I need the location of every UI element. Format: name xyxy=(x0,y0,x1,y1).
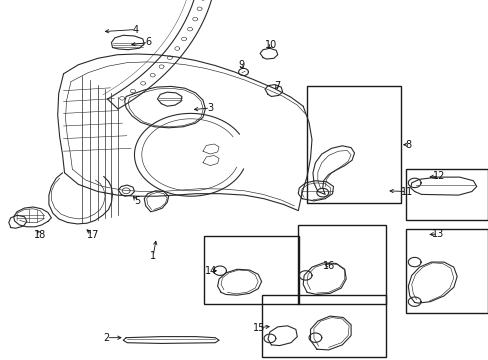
Bar xyxy=(298,225,386,304)
Bar xyxy=(405,229,487,313)
Text: 14: 14 xyxy=(204,266,217,276)
Text: 17: 17 xyxy=(86,230,99,240)
Text: 18: 18 xyxy=(34,230,46,240)
Text: 3: 3 xyxy=(207,103,213,113)
Text: 15: 15 xyxy=(252,323,265,333)
Text: 5: 5 xyxy=(134,196,140,206)
Text: 12: 12 xyxy=(432,171,445,181)
Text: 10: 10 xyxy=(264,40,277,50)
Text: 9: 9 xyxy=(238,60,244,70)
Text: 16: 16 xyxy=(322,261,334,271)
Text: 2: 2 xyxy=(103,333,109,343)
Text: 13: 13 xyxy=(431,229,444,239)
Bar xyxy=(204,236,299,304)
Text: 4: 4 xyxy=(133,24,139,35)
Bar xyxy=(306,86,400,203)
Bar xyxy=(405,169,487,220)
Text: 6: 6 xyxy=(145,37,151,48)
Text: 11: 11 xyxy=(400,186,412,197)
Text: 7: 7 xyxy=(274,81,280,91)
Bar xyxy=(261,295,386,357)
Text: 1: 1 xyxy=(150,251,156,261)
Text: 8: 8 xyxy=(405,140,411,150)
